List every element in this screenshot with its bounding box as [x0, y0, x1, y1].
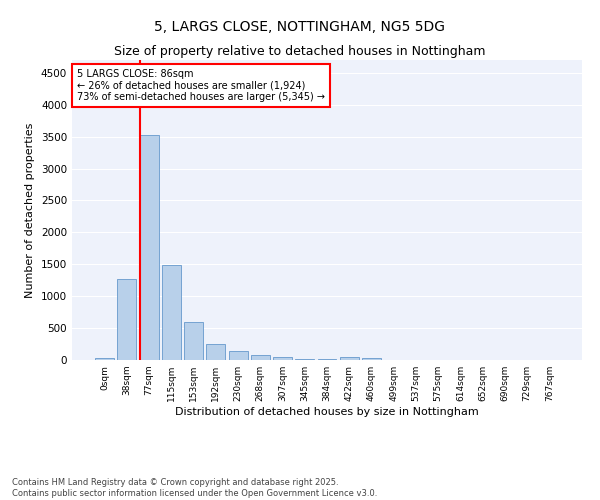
Bar — [295, 358, 314, 360]
Bar — [118, 279, 136, 360]
Text: Size of property relative to detached houses in Nottingham: Size of property relative to detached ho… — [114, 45, 486, 58]
Bar — [184, 322, 203, 360]
Bar — [140, 134, 158, 360]
Bar — [340, 358, 359, 360]
Y-axis label: Number of detached properties: Number of detached properties — [25, 122, 35, 298]
Bar — [162, 265, 181, 360]
Bar — [273, 357, 292, 360]
Bar — [251, 355, 270, 360]
Bar — [206, 344, 225, 360]
Bar — [362, 358, 381, 360]
Bar — [95, 358, 114, 360]
Text: Contains HM Land Registry data © Crown copyright and database right 2025.
Contai: Contains HM Land Registry data © Crown c… — [12, 478, 377, 498]
Bar — [229, 352, 248, 360]
X-axis label: Distribution of detached houses by size in Nottingham: Distribution of detached houses by size … — [175, 407, 479, 417]
Text: 5, LARGS CLOSE, NOTTINGHAM, NG5 5DG: 5, LARGS CLOSE, NOTTINGHAM, NG5 5DG — [155, 20, 445, 34]
Text: 5 LARGS CLOSE: 86sqm
← 26% of detached houses are smaller (1,924)
73% of semi-de: 5 LARGS CLOSE: 86sqm ← 26% of detached h… — [77, 69, 325, 102]
